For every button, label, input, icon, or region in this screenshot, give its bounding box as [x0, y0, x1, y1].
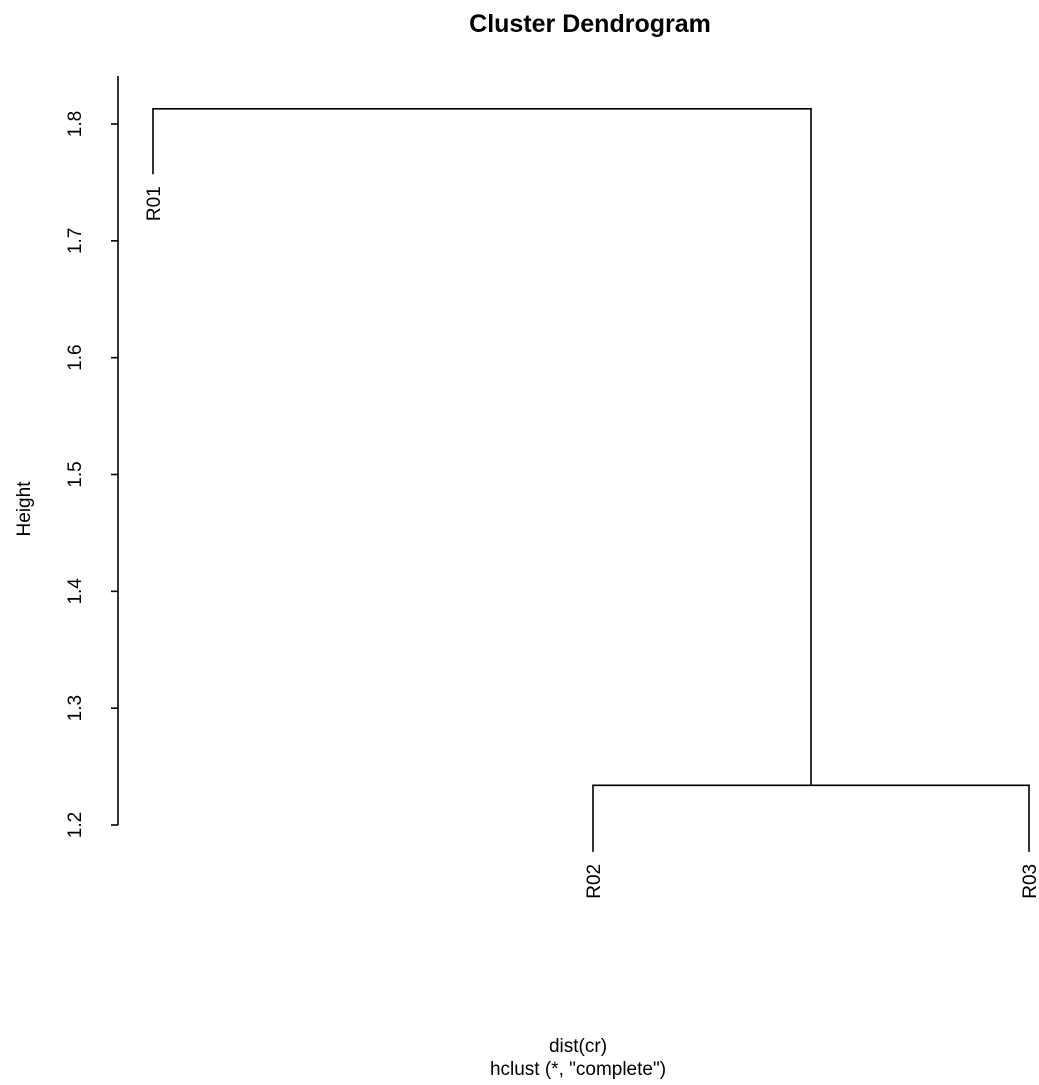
y-tick-label: 1.3 [65, 695, 86, 721]
x-axis-label: dist(cr) [549, 1036, 607, 1057]
y-tick-label: 1.7 [65, 228, 86, 254]
y-tick-label: 1.8 [65, 111, 86, 137]
leaf-label-r02: R02 [584, 864, 605, 899]
chart-title: Cluster Dendrogram [469, 10, 711, 38]
y-axis-ticks: 1.2 1.3 1.4 1.5 1.6 1.7 1.8 [65, 111, 118, 838]
y-axis-label: Height [14, 481, 35, 537]
y-tick-label: 1.4 [65, 578, 86, 605]
leaf-labels: R01 R02 R03 [144, 186, 1039, 898]
y-tick-label: 1.5 [65, 461, 86, 487]
chart-subtitle: hclust (*, "complete") [490, 1059, 666, 1080]
y-tick-label: 1.2 [65, 812, 86, 838]
leaf-label-r03: R03 [1020, 864, 1039, 899]
merge-root-branch [152, 108, 812, 786]
dendrogram-tree [152, 108, 1030, 852]
leaf-label-r01: R01 [144, 186, 165, 221]
merge-r02-r03-branch [592, 784, 1030, 852]
y-tick-label: 1.6 [65, 344, 86, 370]
